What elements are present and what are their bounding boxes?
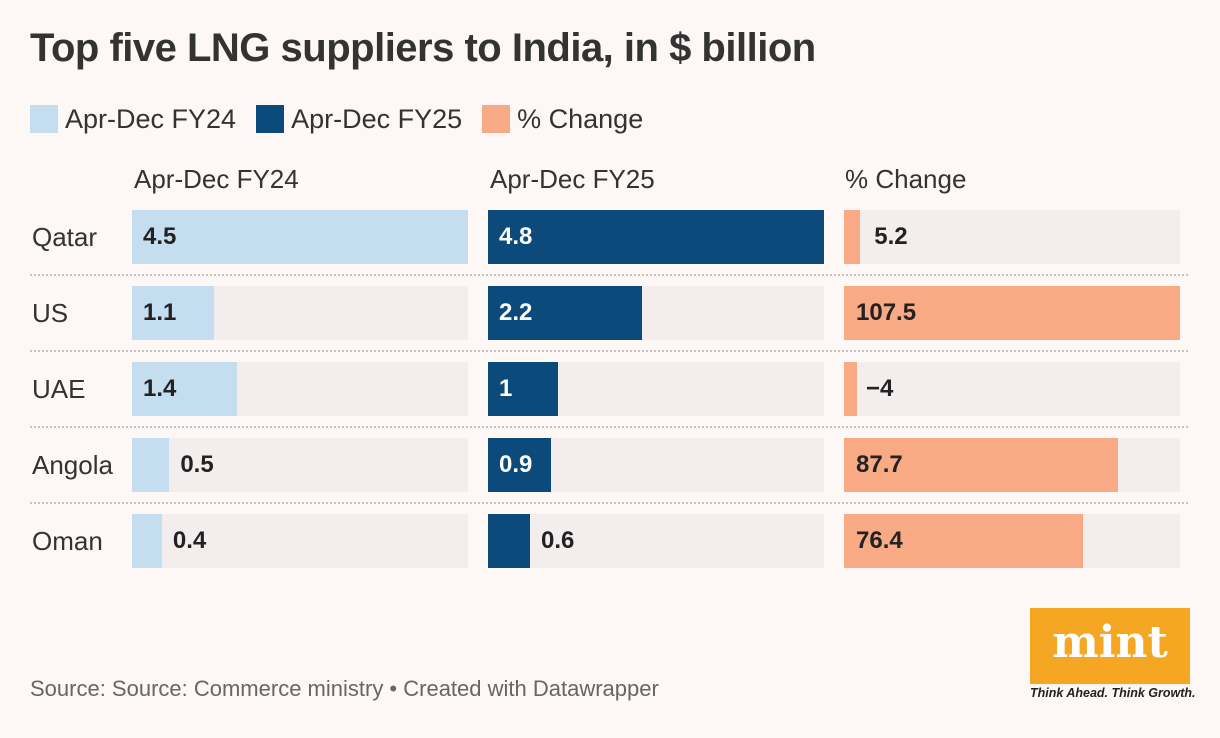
row-divider	[30, 350, 1188, 352]
value-label-fy24-uae: 1.4	[143, 375, 177, 402]
bar-track-fy25-uae: 1	[488, 362, 824, 416]
bar-track-change-oman: 76.4	[844, 514, 1180, 568]
bar-fy25-angola	[488, 438, 551, 492]
value-label-fy24-qatar: 4.5	[143, 223, 177, 250]
legend-item-fy24: Apr-Dec FY24	[30, 104, 236, 135]
mint-logo: mint	[1030, 608, 1190, 684]
bar-track-fy25-qatar: 4.8	[488, 210, 824, 264]
logo-tagline: Think Ahead. Think Growth.	[1030, 686, 1196, 700]
row-divider	[30, 274, 1188, 276]
bar-track-change-qatar: 5.2	[844, 210, 1180, 264]
value-label-change-uae: −4	[866, 375, 894, 402]
row-label-qatar: Qatar	[32, 222, 98, 252]
bar-fy24-angola	[132, 438, 170, 492]
legend-swatch-fy24	[30, 105, 58, 133]
bar-track-fy24-qatar: 4.5	[132, 210, 468, 264]
bar-change-angola	[844, 438, 1119, 492]
value-label-fy25-us: 2.2	[499, 299, 533, 326]
column-header-change: % Change	[845, 164, 967, 194]
source-note: Source: Source: Commerce ministry • Crea…	[30, 676, 659, 701]
legend-label-fy24: Apr-Dec FY24	[65, 103, 237, 134]
legend-item-fy25: Apr-Dec FY25	[256, 104, 462, 135]
value-label-fy25-angola: 0.9	[499, 451, 533, 478]
legend-item-change: % Change	[482, 104, 643, 135]
value-label-change-angola: 87.7	[856, 451, 903, 478]
bar-track-fy25-oman: 0.6	[488, 514, 824, 568]
value-label-fy24-angola: 0.5	[180, 451, 214, 478]
bar-track-change-uae: −4	[844, 362, 1180, 416]
bar-track-fy24-uae: 1.4	[132, 362, 468, 416]
column-header-fy24: Apr-Dec FY24	[134, 164, 299, 194]
bar-fy25-qatar	[488, 210, 824, 264]
bar-fy24-us	[132, 286, 215, 340]
bar-fy24-oman	[132, 514, 162, 568]
value-label-fy24-oman: 0.4	[172, 527, 207, 554]
chart-title: Top five LNG suppliers to India, in $ bi…	[30, 26, 816, 70]
legend: Apr-Dec FY24 Apr-Dec FY25 % Change	[30, 100, 663, 138]
bar-track-change-angola: 87.7	[844, 438, 1180, 492]
bar-fy25-uae	[488, 362, 558, 416]
value-label-change-oman: 76.4	[856, 527, 903, 554]
bar-track-fy24-oman: 0.4	[132, 514, 468, 568]
legend-swatch-fy25	[256, 105, 285, 133]
value-label-fy25-oman: 0.6	[541, 527, 575, 554]
row-divider	[30, 502, 1188, 504]
bar-track-fy24-angola: 0.5	[132, 438, 468, 492]
bar-fy24-uae	[132, 362, 237, 416]
bar-track-fy25-angola: 0.9	[488, 438, 824, 492]
legend-swatch-change	[482, 105, 511, 133]
bar-fy24-qatar	[132, 210, 468, 264]
legend-label-change: % Change	[517, 103, 644, 134]
bar-change-oman	[844, 514, 1083, 568]
bar-track-change-us: 107.5	[844, 286, 1180, 340]
row-label-angola: Angola	[32, 450, 113, 480]
row-label-uae: UAE	[32, 374, 86, 404]
bar-fy25-us	[488, 286, 642, 340]
column-header-fy25: Apr-Dec FY25	[490, 164, 655, 194]
bar-change-qatar	[844, 210, 861, 264]
row-label-us: US	[32, 298, 69, 328]
bar-fy25-oman	[488, 514, 530, 568]
row-label-oman: Oman	[32, 526, 103, 556]
legend-label-fy25: Apr-Dec FY25	[291, 103, 463, 134]
value-label-fy24-us: 1.1	[143, 299, 177, 326]
value-label-change-us: 107.5	[856, 299, 917, 326]
bar-track-fy24-us: 1.1	[132, 286, 468, 340]
value-label-change-qatar: 5.2	[874, 223, 908, 250]
row-divider	[30, 426, 1188, 428]
value-label-fy25-uae: 1	[499, 375, 513, 402]
bar-change-uae	[844, 362, 857, 416]
bar-track-fy25-us: 2.2	[488, 286, 824, 340]
bar-change-us	[844, 286, 1180, 340]
value-label-fy25-qatar: 4.8	[499, 223, 533, 250]
